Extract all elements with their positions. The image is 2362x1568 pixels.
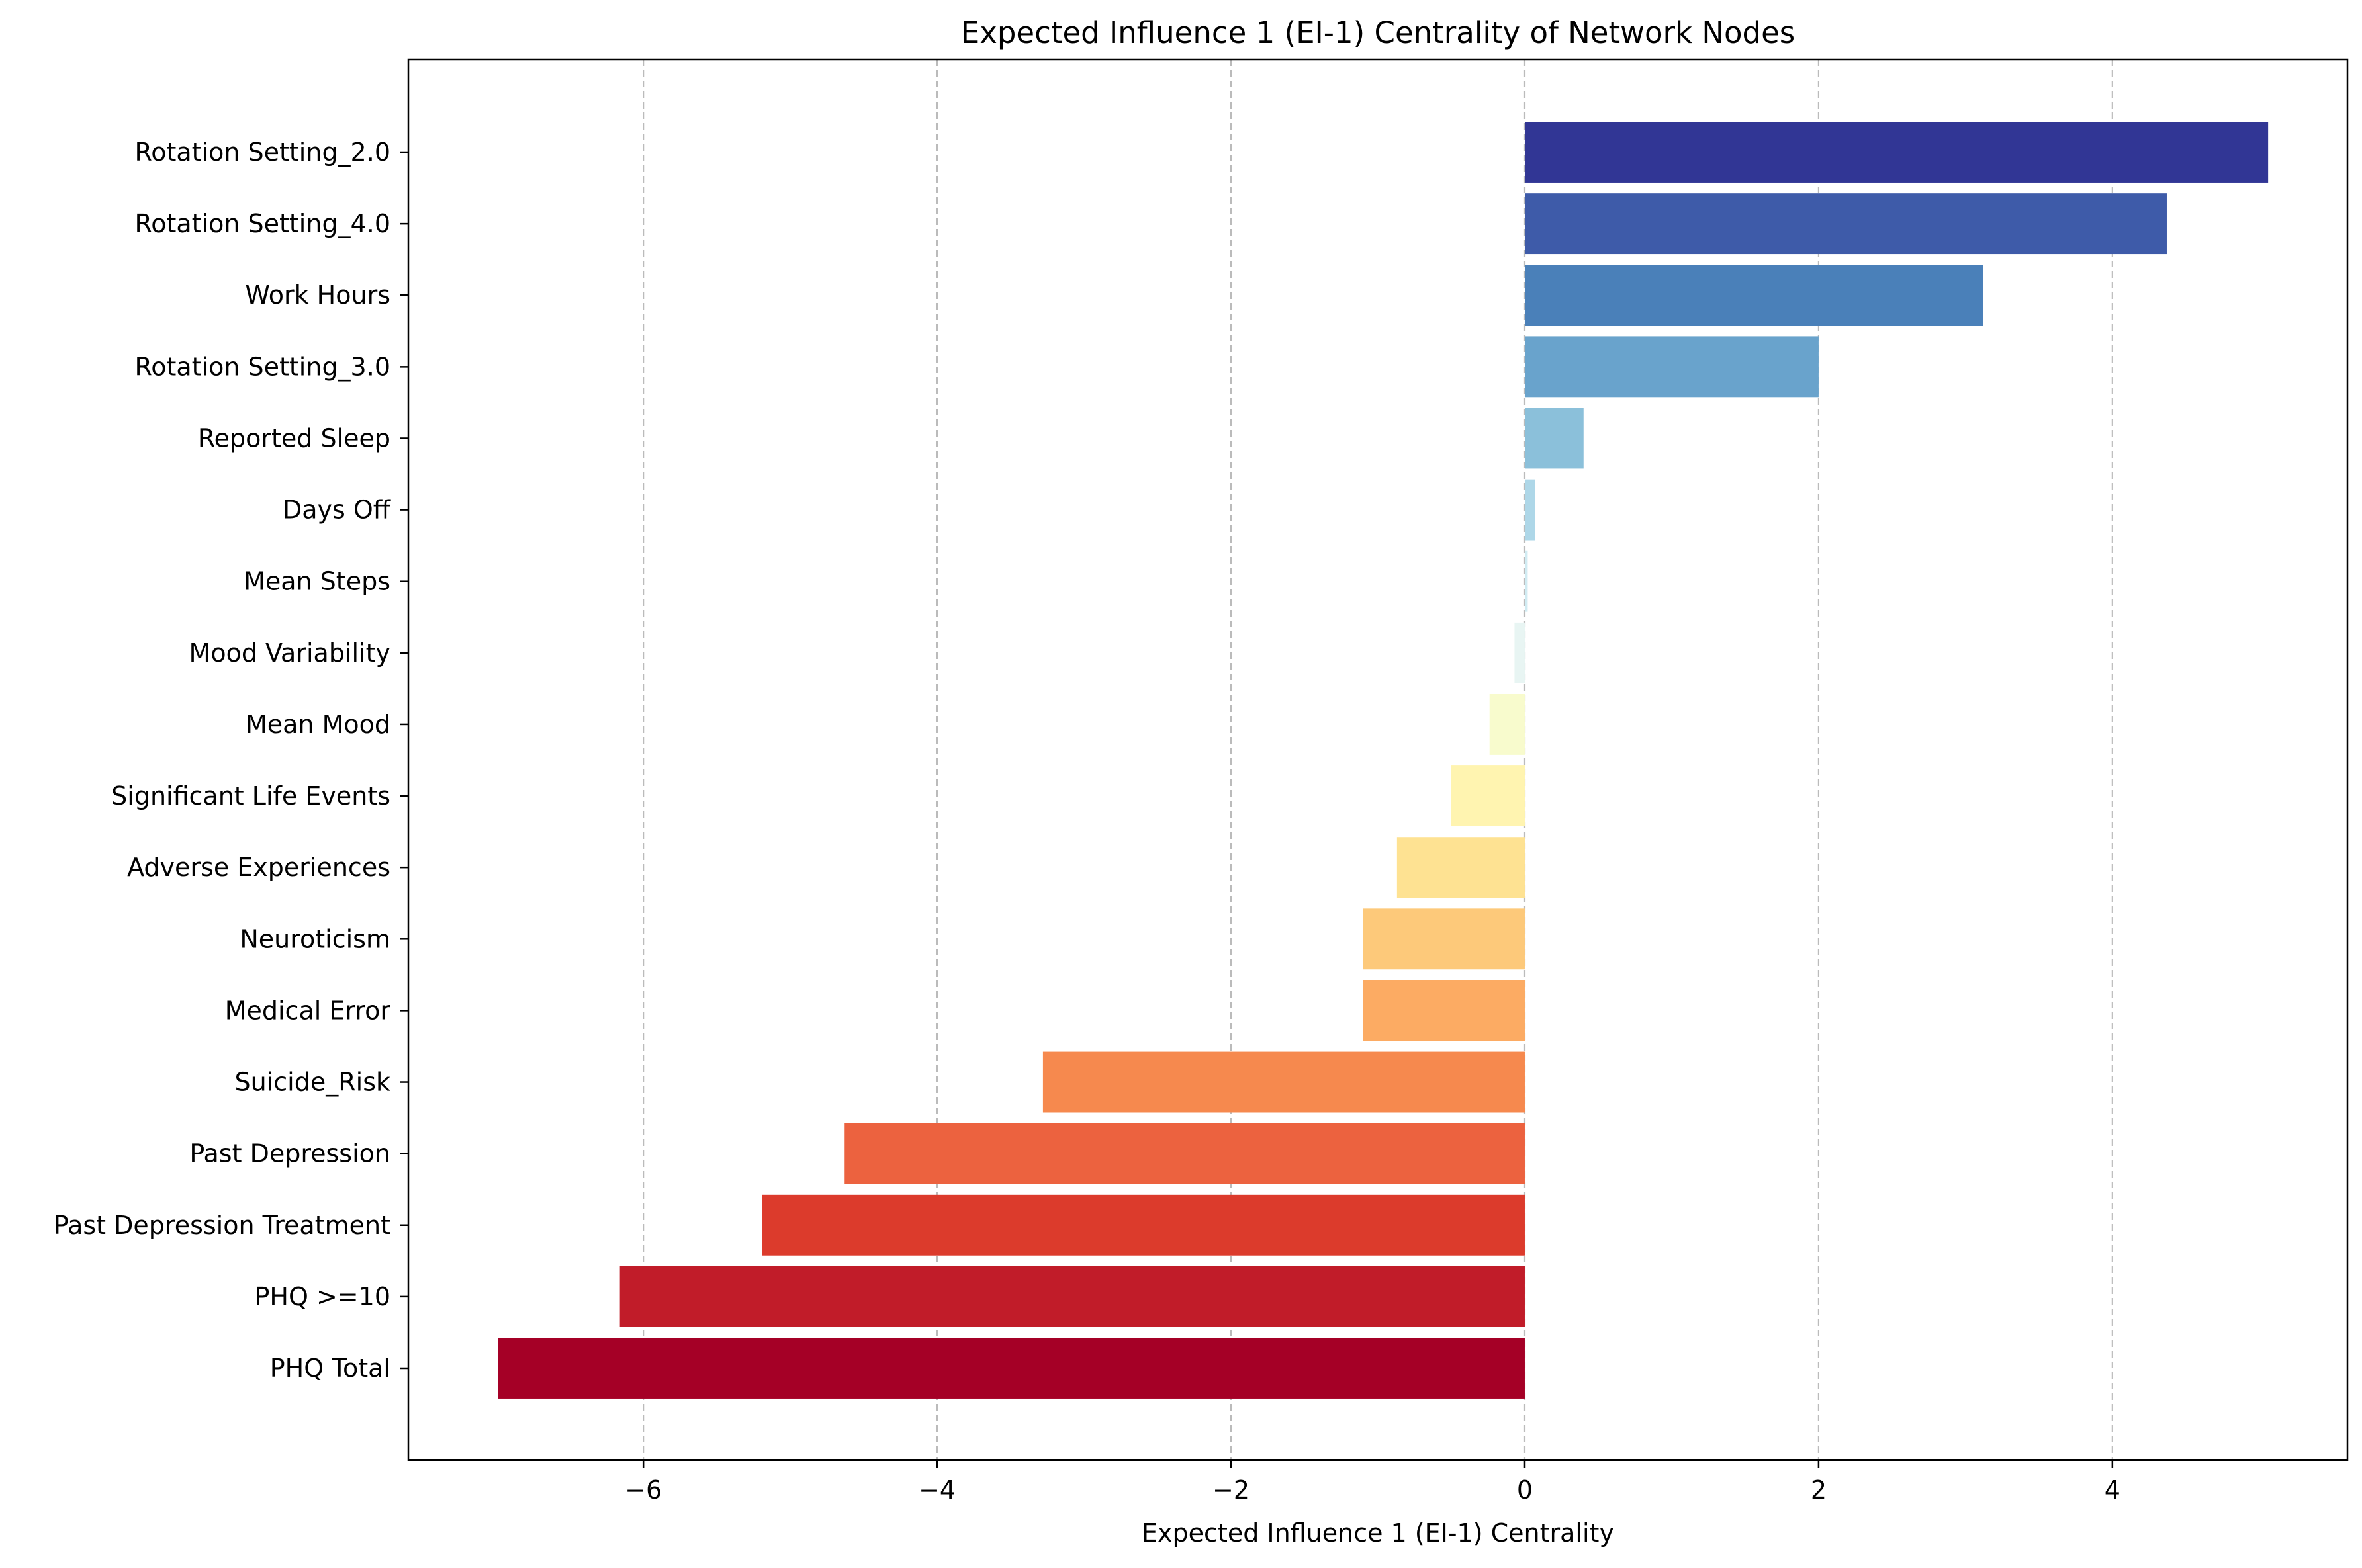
x-tick-label: −2 [1212, 1475, 1249, 1504]
y-tick-label: Mean Steps [244, 567, 390, 596]
x-axis-label: Expected Influence 1 (EI-1) Centrality [1142, 1518, 1614, 1547]
bar [1363, 980, 1525, 1041]
bar [1396, 837, 1525, 898]
y-tick-label: Significant Life Events [111, 781, 390, 810]
bar [1042, 1051, 1525, 1113]
x-tick-label: −6 [625, 1475, 662, 1504]
bar [1524, 336, 1819, 398]
bar [1524, 193, 2167, 255]
bar [619, 1266, 1525, 1327]
bar [1524, 122, 2269, 183]
y-tick-label: Past Depression Treatment [54, 1211, 390, 1240]
bar [1489, 693, 1525, 755]
bar [1524, 408, 1584, 469]
y-tick-label: PHQ Total [270, 1354, 390, 1383]
bar [1363, 908, 1525, 970]
bars [498, 122, 2269, 1399]
x-tick-label: 2 [1811, 1475, 1827, 1504]
bar [1524, 265, 1983, 326]
y-tick-label: Rotation Setting_3.0 [135, 352, 391, 381]
y-tick-label: Reported Sleep [198, 423, 390, 453]
y-tick-label: Suicide_Risk [235, 1068, 390, 1097]
bar [762, 1194, 1525, 1256]
y-tick-label: Mood Variability [189, 638, 390, 668]
y-tick-label: Mean Mood [246, 710, 390, 739]
bar [844, 1123, 1525, 1184]
bar [1514, 622, 1525, 683]
plot-area-frame [407, 58, 2349, 1461]
x-tick-label: 0 [1517, 1475, 1533, 1504]
y-tick-label: Days Off [283, 496, 391, 525]
y-tick-label: Rotation Setting_4.0 [135, 209, 391, 238]
y-tick-label: Rotation Setting_2.0 [135, 138, 391, 167]
x-tick-label: −4 [919, 1475, 956, 1504]
y-tick-label: Past Depression [189, 1139, 390, 1168]
bar [498, 1338, 1525, 1399]
y-axis-ticks: Rotation Setting_2.0 Rotation Setting_4.0… [54, 138, 408, 1383]
y-tick-label: PHQ >=10 [254, 1282, 390, 1311]
x-axis-ticks: −6 −4 −2 0 2 4 [625, 1460, 2120, 1504]
y-tick-label: Work Hours [245, 281, 390, 310]
y-tick-label: Medical Error [225, 996, 391, 1025]
bar [1524, 550, 1528, 612]
y-tick-label: Adverse Experiences [127, 853, 390, 882]
chart-title: Expected Influence 1 (EI-1) Centrality o… [961, 15, 1795, 50]
bar [1524, 479, 1535, 541]
x-tick-label: 4 [2105, 1475, 2120, 1504]
y-tick-label: Neuroticism [240, 924, 390, 953]
bar [1451, 765, 1525, 827]
